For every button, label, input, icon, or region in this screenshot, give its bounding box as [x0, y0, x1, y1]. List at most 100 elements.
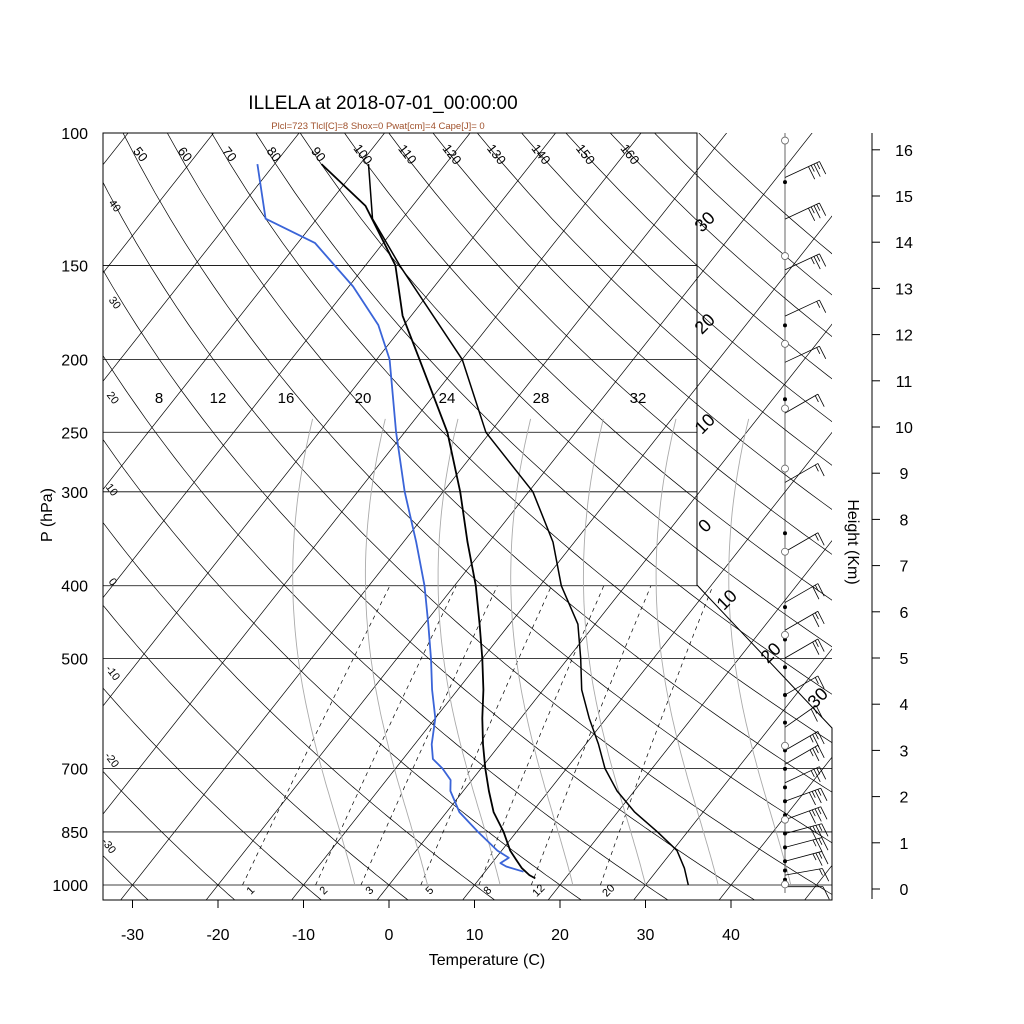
wind-barb-flag [814, 584, 819, 592]
left-edge-label: 40 [106, 198, 123, 215]
wind-level-dot [783, 397, 787, 402]
theta-e-line [364, 418, 428, 886]
temperature-curve [320, 163, 536, 880]
chart-title: ILLELA at 2018-07-01_00:00:00 [248, 93, 517, 114]
theta-e-line [728, 418, 792, 886]
wind-barb-flag [808, 166, 816, 180]
wind-level-ring [781, 741, 789, 750]
dry-adiabat-line [103, 770, 236, 900]
height-tick-label: 0 [900, 882, 909, 899]
theta-label: 50 [130, 144, 151, 165]
x-tick-label: 40 [722, 927, 740, 944]
theta-label: 80 [264, 144, 285, 165]
wind-barb-flag [810, 257, 815, 265]
wind-barb-flag [818, 824, 823, 831]
wind-barb-flag [819, 202, 827, 216]
theta-e-label: 24 [439, 390, 456, 407]
wind-barb-shaft [784, 161, 820, 178]
wind-level-ring [781, 547, 789, 556]
mixing-ratio-label: 3 [363, 884, 376, 897]
wind-barb-shaft [784, 532, 819, 553]
wind-barb-flag [808, 810, 816, 824]
theta-e-layer [292, 418, 792, 886]
wind-barb-flag [817, 675, 825, 689]
wind-barb-flag [815, 852, 823, 866]
x-tick-label: 0 [385, 927, 394, 944]
isotherm-line [103, 133, 215, 274]
wind-level-ring [781, 880, 789, 889]
x-tick-label: 30 [637, 927, 655, 944]
height-tick-label: 3 [900, 743, 909, 760]
wind-barb-flag [810, 165, 815, 172]
theta-label: 100 [350, 141, 375, 167]
mixing-ratio-line [242, 585, 391, 886]
plot-frame [102, 132, 833, 901]
wind-barb-shaft [784, 806, 821, 821]
wind-barb-flag [820, 788, 828, 802]
isotherm-line [633, 648, 832, 900]
dry-adiabat-line [432, 133, 832, 510]
theta-e-line [582, 418, 646, 886]
isotherm-line [718, 756, 832, 900]
wind-barb-shaft [784, 253, 820, 271]
wind-level-dot [783, 831, 787, 836]
left-edge-label: 10 [103, 482, 120, 499]
x-axis-label: Temperature (C) [429, 952, 545, 969]
theta-e-line [655, 418, 719, 886]
wind-level-ring [781, 136, 789, 145]
wind-barb-flag [816, 767, 821, 775]
height-tick-label: 13 [895, 281, 913, 298]
isotherm-line [291, 215, 832, 900]
wind-barb-shaft [784, 675, 819, 696]
wind-barb-flag [810, 770, 815, 778]
wind-barb-flag [817, 583, 825, 597]
isotherm-line [462, 431, 832, 900]
height-tick-label: 16 [895, 143, 913, 160]
dry-adiabat-line [609, 133, 832, 338]
wind-barb-flag [819, 766, 827, 780]
height-tick-label: 5 [900, 651, 909, 668]
wind-level-dot [783, 180, 787, 185]
dry-adiabat-line [521, 133, 832, 423]
isotherm-label: 10 [713, 586, 741, 614]
wind-barb-shaft [784, 345, 820, 363]
wind-barb-flag [817, 393, 825, 407]
dry-adiabat-line [103, 521, 496, 900]
theta-e-line [292, 418, 356, 886]
wind-layer [781, 133, 830, 900]
theta-label: 70 [219, 144, 240, 165]
pressure-tick-label: 850 [61, 825, 88, 842]
wind-level-ring [781, 404, 789, 413]
isotherm-line [120, 133, 728, 900]
wind-barb-flag [814, 677, 819, 684]
wind-level-ring [781, 252, 789, 260]
theta-label: 60 [175, 144, 196, 165]
isotherm-line [205, 133, 813, 900]
wind-barb-flag [817, 611, 825, 625]
wind-barb-flag [817, 789, 822, 796]
wind-barb-flag [809, 735, 814, 743]
wind-barb-shaft [784, 823, 822, 834]
x-tick-label: -30 [121, 927, 144, 944]
left-edge-label: -20 [102, 750, 121, 770]
wind-barb-flag [816, 301, 821, 308]
wind-barb-flag [817, 638, 825, 652]
height-tick-label: 4 [900, 697, 909, 714]
pressure-tick-label: 1000 [52, 878, 88, 895]
wind-barb-flag [813, 256, 821, 270]
wind-level-ring [781, 464, 789, 473]
theta-e-line [510, 418, 574, 886]
grid-layer [103, 133, 832, 900]
mixing-ratio-label: 2 [317, 884, 330, 897]
wind-level-dot [783, 531, 787, 536]
wind-barb-flag [809, 749, 814, 757]
wind-barb-flag [808, 208, 816, 221]
wind-level-ring [781, 815, 789, 824]
chart-subtitle: Plcl=723 Tlcl[C]=8 Shox=0 Pwat[cm]=4 Cap… [271, 121, 484, 132]
parcel-curve [367, 164, 690, 886]
wind-barb-flag [816, 162, 821, 170]
mixing-ratio-layer [242, 585, 714, 886]
wind-level-dot [783, 785, 787, 790]
wind-barb-flag [819, 253, 827, 267]
left-edge-label: 0 [106, 576, 119, 588]
